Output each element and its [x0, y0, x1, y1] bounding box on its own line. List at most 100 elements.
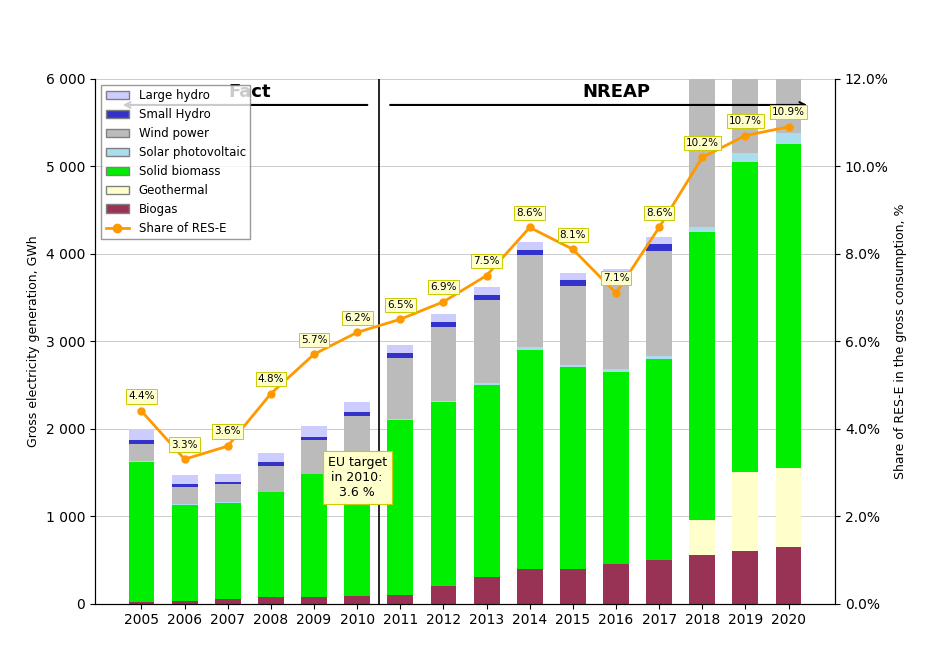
Text: Fact: Fact	[228, 83, 270, 100]
Text: 4.8%: 4.8%	[257, 374, 284, 384]
Bar	[431, 401, 456, 402]
Bar	[689, 54, 716, 63]
Bar	[301, 426, 327, 437]
Bar	[387, 420, 413, 595]
Text: 3.3%: 3.3%	[172, 440, 198, 449]
Bar	[128, 429, 155, 440]
Bar	[775, 546, 802, 604]
Bar	[775, 133, 802, 144]
Bar	[128, 602, 155, 604]
Bar	[474, 300, 499, 383]
Bar	[517, 350, 543, 569]
Bar	[128, 462, 155, 602]
Bar	[258, 493, 284, 598]
Bar	[172, 487, 197, 504]
Bar	[733, 0, 758, 153]
Bar	[646, 237, 672, 245]
Bar	[214, 503, 241, 599]
Bar	[214, 482, 241, 484]
Bar	[172, 504, 197, 601]
Bar	[603, 281, 629, 369]
Bar	[474, 385, 499, 577]
Bar	[344, 596, 370, 604]
Bar	[560, 286, 586, 365]
Bar	[689, 556, 716, 604]
Text: 7.5%: 7.5%	[474, 256, 500, 266]
Bar	[431, 314, 456, 322]
Bar	[517, 569, 543, 604]
Bar	[214, 599, 241, 604]
Y-axis label: Gross electricity generation, GWh: Gross electricity generation, GWh	[28, 236, 40, 447]
Bar	[344, 402, 370, 413]
Bar	[733, 551, 758, 604]
Bar	[733, 162, 758, 472]
Bar	[128, 440, 155, 444]
Bar	[646, 356, 672, 359]
Bar	[517, 347, 543, 350]
Bar	[172, 483, 197, 487]
Bar	[689, 63, 716, 70]
Bar	[689, 228, 716, 232]
Bar	[560, 280, 586, 286]
Text: 3.6%: 3.6%	[214, 426, 241, 436]
Bar	[689, 520, 716, 556]
Text: 8.6%: 8.6%	[646, 208, 673, 218]
Bar	[387, 346, 413, 354]
Bar	[775, 468, 802, 546]
Bar	[733, 153, 758, 162]
Bar	[560, 365, 586, 367]
Bar	[128, 444, 155, 461]
Bar	[474, 295, 499, 300]
Bar	[474, 383, 499, 385]
Bar	[603, 369, 629, 372]
Bar	[646, 560, 672, 604]
Bar	[258, 453, 284, 462]
Bar	[517, 250, 543, 255]
Bar	[517, 255, 543, 347]
Text: 6.9%: 6.9%	[430, 282, 456, 292]
Bar	[344, 456, 370, 596]
Bar	[560, 367, 586, 569]
Bar	[258, 462, 284, 466]
Bar	[387, 354, 413, 358]
Legend: Large hydro, Small Hydro, Wind power, Solar photovoltaic, Solid biomass, Geother: Large hydro, Small Hydro, Wind power, So…	[101, 85, 251, 239]
Bar	[214, 474, 241, 482]
Bar	[646, 359, 672, 560]
Text: 10.7%: 10.7%	[729, 116, 762, 126]
Bar	[387, 595, 413, 604]
Bar	[474, 287, 499, 295]
Bar	[517, 242, 543, 250]
Bar	[344, 416, 370, 455]
Text: 5.7%: 5.7%	[301, 335, 327, 344]
Bar	[344, 413, 370, 416]
Bar	[775, 144, 802, 468]
Text: 6.2%: 6.2%	[344, 313, 370, 323]
Bar	[214, 484, 241, 502]
Bar	[431, 327, 456, 401]
Text: NREAP: NREAP	[582, 83, 650, 100]
Text: 10.9%: 10.9%	[772, 107, 805, 117]
Bar	[431, 322, 456, 327]
Bar	[301, 596, 327, 604]
Bar	[431, 586, 456, 604]
Bar	[387, 419, 413, 420]
Bar	[603, 372, 629, 564]
Bar	[603, 276, 629, 281]
Bar	[301, 437, 327, 440]
Bar	[258, 598, 284, 604]
Bar	[560, 569, 586, 604]
Bar	[560, 274, 586, 280]
Text: 10.2%: 10.2%	[686, 138, 718, 148]
Bar	[646, 251, 672, 356]
Bar	[387, 358, 413, 419]
Text: 7.1%: 7.1%	[603, 274, 629, 283]
Bar	[775, 0, 802, 133]
Bar	[301, 440, 327, 474]
Text: 4.4%: 4.4%	[128, 392, 155, 401]
Bar	[733, 472, 758, 551]
Text: 8.6%: 8.6%	[516, 208, 543, 218]
Bar	[474, 577, 499, 604]
Bar	[603, 564, 629, 604]
Bar	[172, 601, 197, 604]
Bar	[646, 245, 672, 251]
